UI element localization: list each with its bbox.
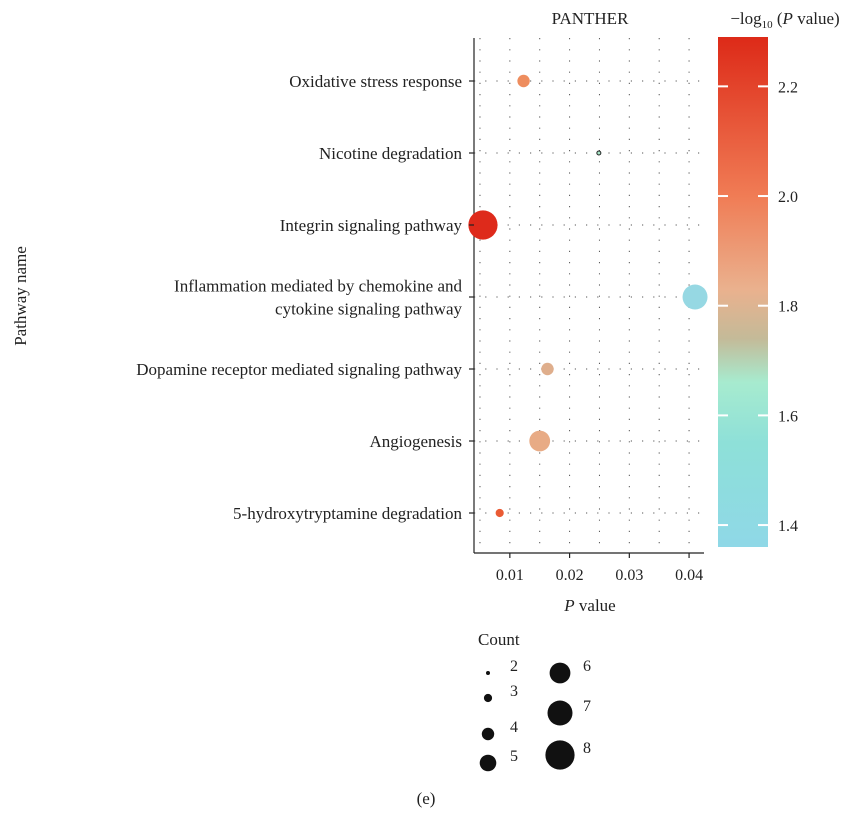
data-point bbox=[682, 284, 708, 310]
x-tick-label: 0.01 bbox=[496, 567, 524, 584]
size-legend-label: 7 bbox=[583, 698, 591, 715]
size-legend-marker bbox=[545, 740, 575, 770]
size-legend-marker bbox=[549, 662, 571, 684]
data-point bbox=[541, 362, 554, 376]
y-tick-label: Inflammation mediated by chemokine and cy… bbox=[174, 277, 462, 319]
y-tick-label: Integrin signaling pathway bbox=[280, 216, 463, 235]
y-tick-label: Nicotine degradation bbox=[319, 144, 463, 163]
color-tick-label: 2.0 bbox=[778, 189, 798, 206]
size-legend-label: 5 bbox=[510, 748, 518, 765]
y-tick-labels: 5-hydroxytryptamine degradation Angiogene… bbox=[136, 72, 474, 523]
y-tick-label: Oxidative stress response bbox=[289, 72, 462, 91]
size-legend-label: 8 bbox=[583, 740, 591, 757]
size-legend-marker bbox=[479, 754, 497, 772]
y-tick-label: Angiogenesis bbox=[369, 432, 462, 451]
size-legend-label: 3 bbox=[510, 683, 518, 700]
x-axis-title: P value bbox=[563, 596, 615, 615]
color-legend: −log10 (P value) 1.4 1.6 1.8 2.0 2.2 bbox=[718, 9, 840, 547]
size-legend-marker bbox=[481, 727, 495, 741]
color-tick-label: 1.8 bbox=[778, 299, 798, 316]
data-points bbox=[468, 74, 708, 518]
data-point bbox=[517, 74, 530, 88]
color-tick-label: 2.2 bbox=[778, 79, 798, 96]
size-legend-title: Count bbox=[478, 630, 520, 649]
chart-title: PANTHER bbox=[552, 9, 629, 28]
x-tick-labels: 0.01 0.02 0.03 0.04 bbox=[496, 553, 703, 584]
axes bbox=[473, 38, 704, 554]
size-legend: Count 2 3 4 5 6 7 8 bbox=[478, 630, 591, 772]
size-legend-marker bbox=[547, 700, 573, 726]
data-point bbox=[495, 508, 504, 518]
color-tick-label: 1.4 bbox=[778, 518, 798, 535]
color-tick-label: 1.6 bbox=[778, 408, 798, 425]
data-point bbox=[596, 150, 602, 156]
data-point bbox=[529, 430, 551, 452]
x-tick-label: 0.02 bbox=[556, 567, 584, 584]
y-tick-label: Dopamine receptor mediated signaling pat… bbox=[136, 360, 462, 379]
x-tick-label: 0.04 bbox=[675, 567, 703, 584]
data-point bbox=[468, 210, 498, 240]
x-tick-label: 0.03 bbox=[615, 567, 643, 584]
size-legend-label: 2 bbox=[510, 658, 518, 675]
size-legend-label: 4 bbox=[510, 719, 518, 736]
size-legend-label: 6 bbox=[583, 658, 591, 675]
size-legend-marker bbox=[483, 693, 493, 703]
y-axis-title: Pathway name bbox=[11, 246, 30, 346]
figure-caption: (e) bbox=[417, 789, 436, 808]
size-legend-marker bbox=[486, 671, 490, 675]
grid bbox=[474, 38, 704, 553]
color-legend-title: −log10 (P value) bbox=[730, 9, 839, 31]
color-gradient-bar bbox=[718, 37, 768, 547]
y-tick-label: 5-hydroxytryptamine degradation bbox=[233, 504, 462, 523]
